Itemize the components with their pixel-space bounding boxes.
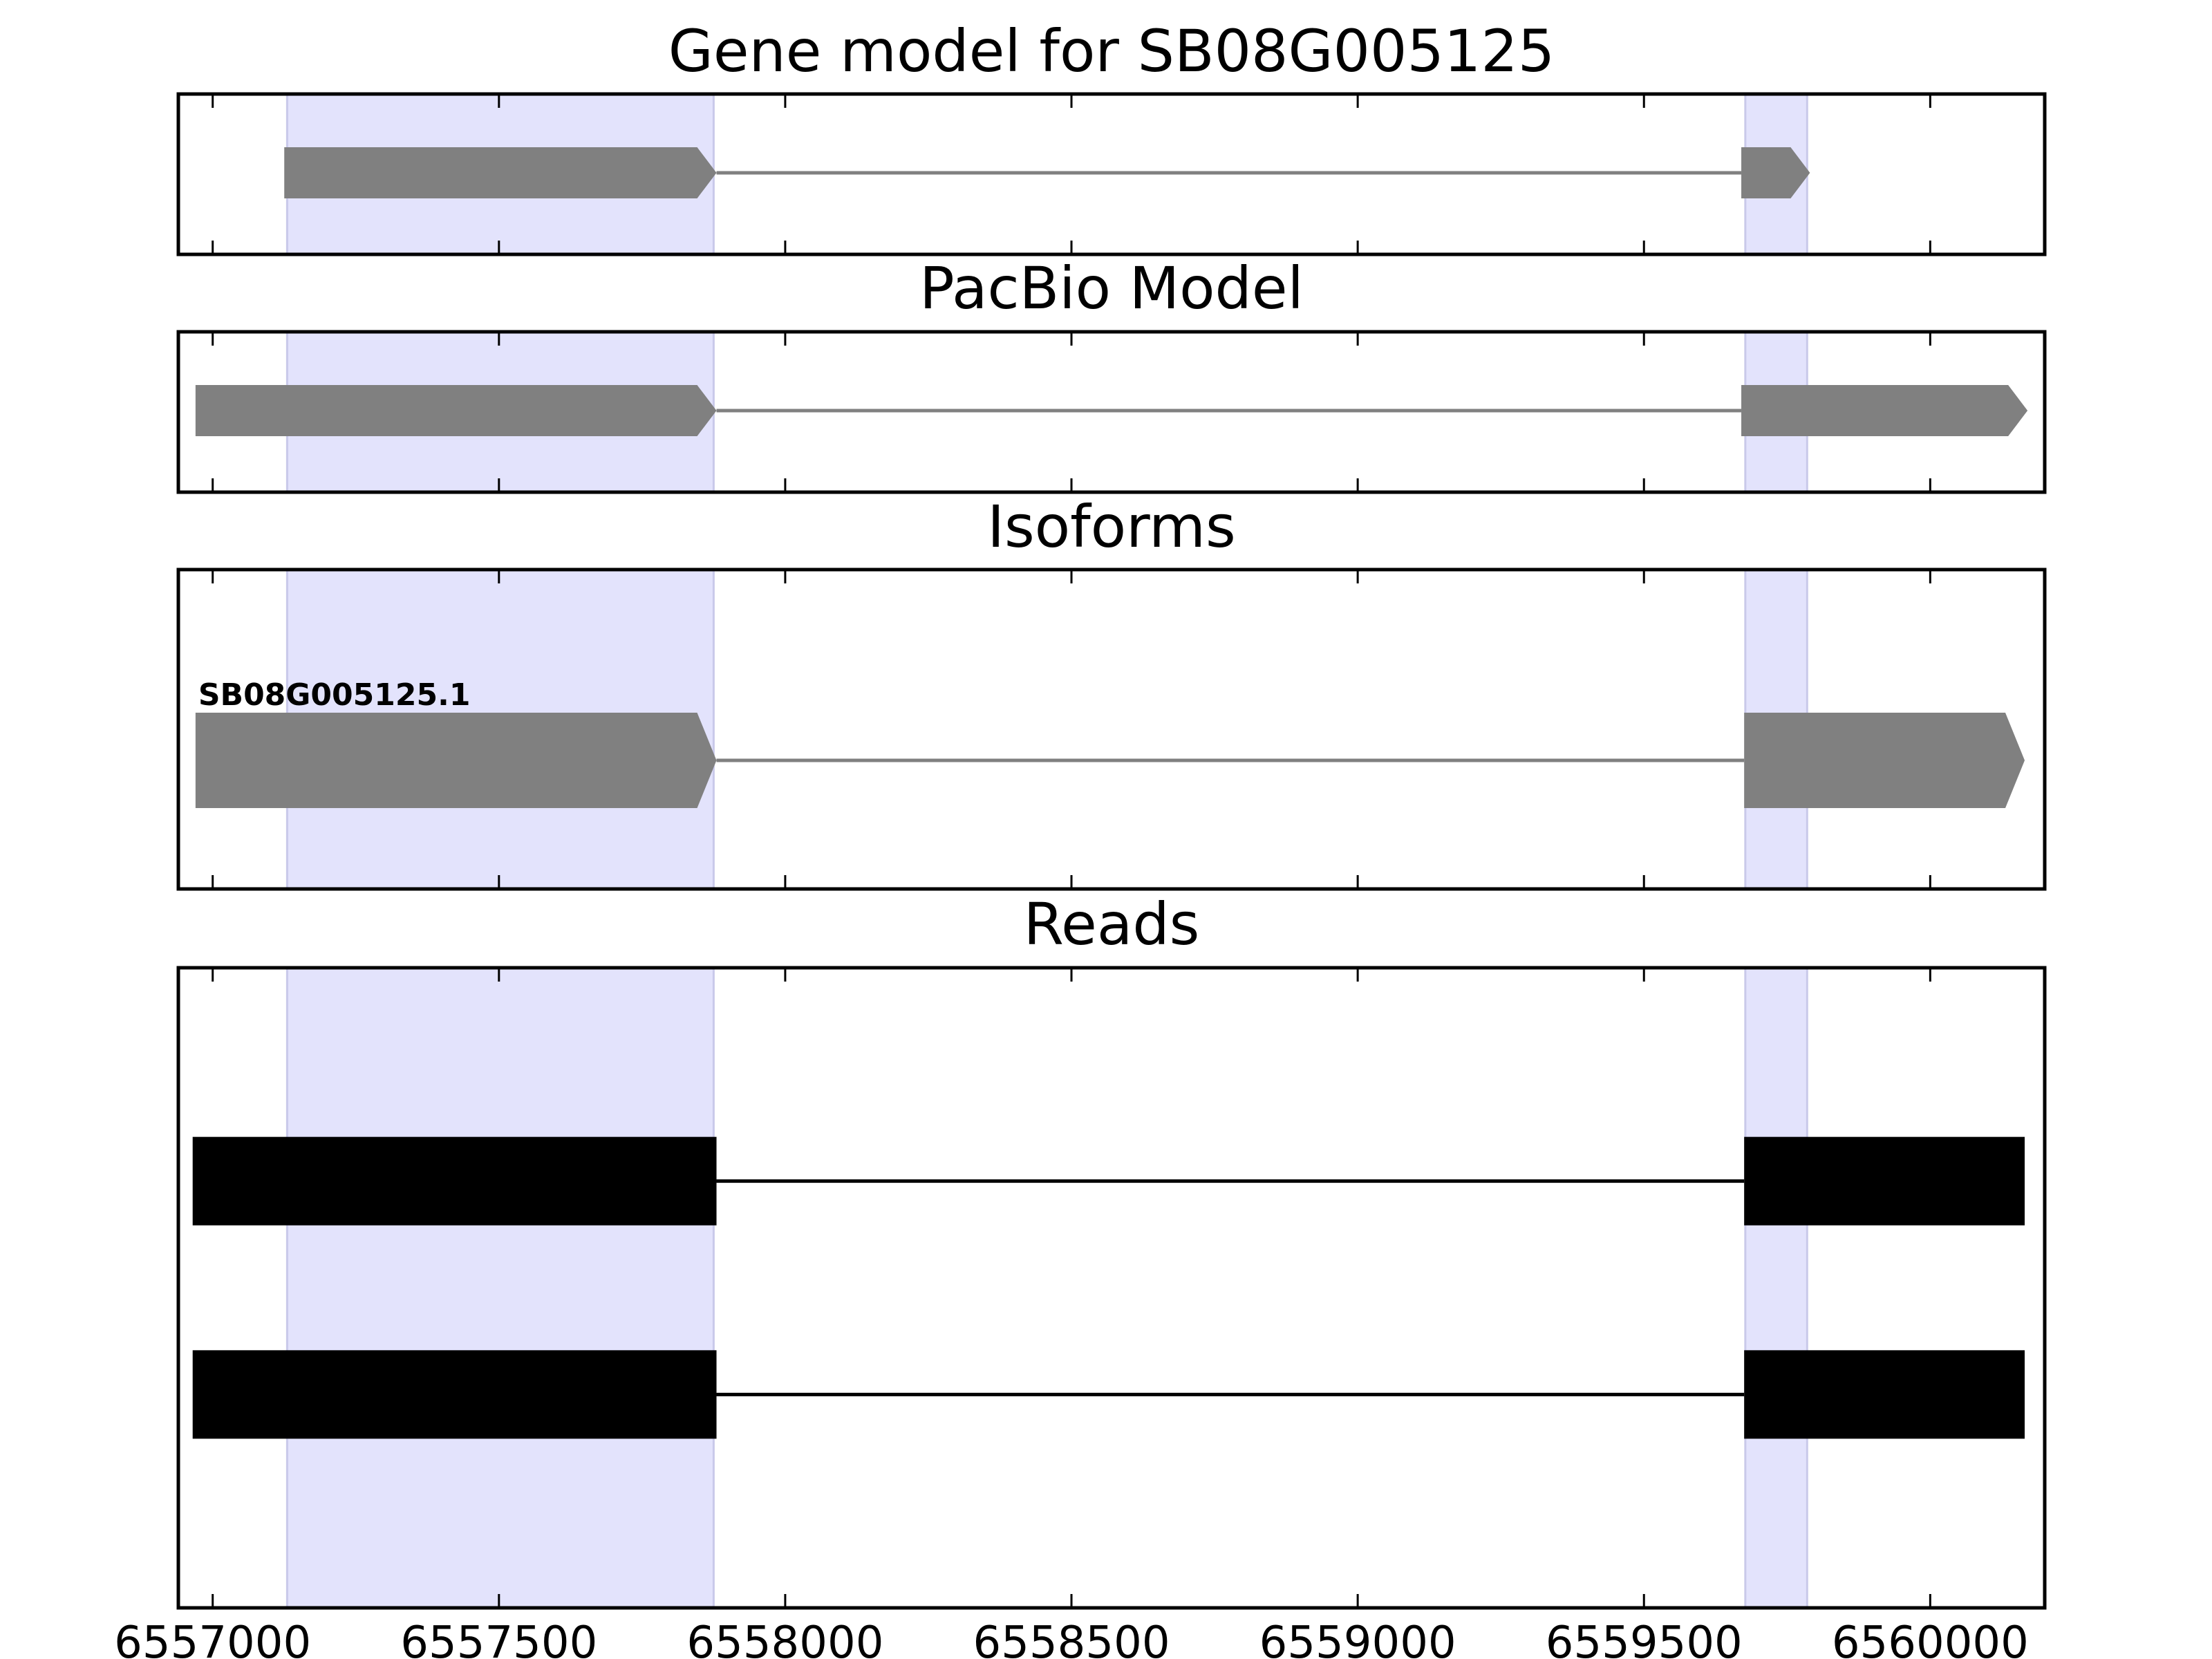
read-exon-block bbox=[192, 1350, 717, 1439]
x-tick-label: 6557500 bbox=[400, 1618, 597, 1659]
panel-frame bbox=[176, 330, 2047, 494]
highlight-region bbox=[285, 968, 715, 1608]
panel-features bbox=[195, 385, 2028, 436]
exon-block bbox=[284, 147, 717, 198]
read-exon-block bbox=[192, 1136, 717, 1226]
exon-block bbox=[195, 713, 717, 808]
panel-frame bbox=[176, 568, 2047, 891]
panel-title: Isoforms bbox=[987, 493, 1236, 561]
panel-title: Reads bbox=[1024, 890, 1200, 958]
exon-block bbox=[1744, 713, 2025, 808]
x-tick-label: 6559000 bbox=[1259, 1618, 1456, 1659]
x-tick-label: 6560000 bbox=[1832, 1618, 2029, 1659]
panel-frame bbox=[176, 92, 2047, 256]
panel-1: Gene model for SB08G005125 bbox=[176, 17, 2047, 256]
highlight-region bbox=[1744, 968, 1808, 1608]
exon-block bbox=[1741, 147, 1810, 198]
panel-features bbox=[284, 147, 1810, 198]
exon-block bbox=[1741, 385, 2028, 436]
panel-features bbox=[192, 1136, 2025, 1439]
isoform-label: SB08G005125.1 bbox=[198, 677, 471, 713]
x-tick-label: 6558000 bbox=[686, 1618, 883, 1659]
panel-2: PacBio Model bbox=[176, 254, 2047, 494]
x-tick-label: 6558500 bbox=[973, 1618, 1170, 1659]
panel-features bbox=[195, 713, 2025, 808]
exon-block bbox=[195, 385, 717, 436]
panel-title: PacBio Model bbox=[919, 254, 1304, 322]
read-exon-block bbox=[1744, 1350, 2025, 1439]
panel-title: Gene model for SB08G005125 bbox=[668, 17, 1555, 85]
x-tick-label: 6557000 bbox=[114, 1618, 311, 1659]
read-exon-block bbox=[1744, 1136, 2025, 1226]
panel-3: SB08G005125.1 Isoforms bbox=[176, 493, 2047, 891]
x-tick-label: 6559500 bbox=[1546, 1618, 1743, 1659]
panel-4: Reads bbox=[176, 890, 2047, 1610]
panel-frame bbox=[176, 966, 2047, 1610]
